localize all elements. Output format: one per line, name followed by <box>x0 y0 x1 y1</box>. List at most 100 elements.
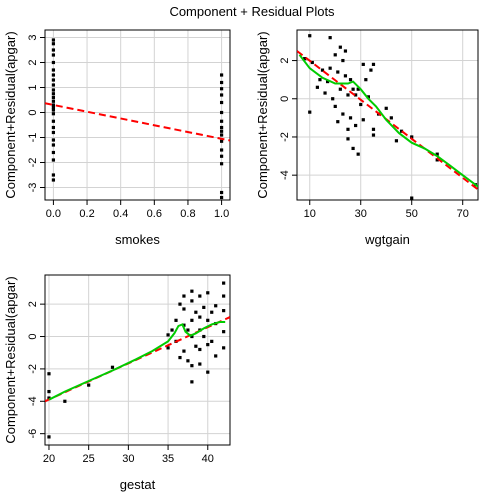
data-point <box>51 42 56 46</box>
data-point <box>51 73 56 77</box>
data-point <box>333 104 337 109</box>
x-tick-label: 50 <box>406 208 418 220</box>
x-tick-label: 25 <box>83 453 95 465</box>
data-point <box>399 129 404 133</box>
data-point <box>219 129 224 133</box>
data-point <box>51 178 56 182</box>
data-point <box>222 294 226 298</box>
data-point <box>336 70 340 74</box>
data-point <box>366 95 370 99</box>
data-point <box>308 34 312 38</box>
data-point <box>331 97 335 101</box>
data-point <box>51 60 56 65</box>
data-point <box>361 118 365 122</box>
x-tick-label: 35 <box>162 453 174 465</box>
data-point <box>170 328 174 332</box>
data-point <box>341 112 345 116</box>
data-point <box>202 305 206 309</box>
plot-data <box>45 38 230 200</box>
x-tick-label: 1.0 <box>214 208 229 220</box>
data-point <box>351 146 355 151</box>
data-point <box>202 334 206 339</box>
data-point <box>219 195 224 200</box>
data-point <box>190 334 194 339</box>
data-point <box>371 127 376 131</box>
plot-data <box>45 281 230 439</box>
data-point <box>219 110 224 115</box>
data-point <box>210 310 214 314</box>
panel-1: 0.0 0.2 0.4 0.6 0.8 1.0 -3 -2 -1 0 1 2 3 smokes Compon… <box>3 29 231 247</box>
y-tick-label: 0 <box>27 333 39 339</box>
data-point <box>219 154 224 158</box>
data-point <box>346 127 350 131</box>
data-point <box>384 106 388 110</box>
data-point <box>51 173 56 177</box>
data-point <box>369 68 373 72</box>
data-point <box>87 383 91 387</box>
data-point <box>323 91 327 95</box>
panel-3: 20 25 30 35 40 -6 -4 -2 0 2 gestat Component+Residu… <box>3 274 231 492</box>
data-point <box>219 119 224 123</box>
data-point <box>51 112 56 116</box>
data-point <box>206 343 210 347</box>
data-point <box>222 309 226 313</box>
data-point <box>182 294 186 298</box>
y-tick-label: -4 <box>27 396 39 406</box>
data-point <box>310 60 314 65</box>
data-point <box>47 372 51 376</box>
x-tick-label: 0.0 <box>46 208 61 220</box>
data-point <box>190 299 194 303</box>
data-point <box>222 330 226 334</box>
plot-frame <box>44 29 231 201</box>
data-point <box>182 349 186 353</box>
data-point <box>410 196 414 200</box>
data-point <box>303 57 307 61</box>
data-point <box>51 92 56 96</box>
data-point <box>219 125 224 130</box>
smooth-fit-line <box>48 321 226 401</box>
y-tick-label: 2 <box>27 59 39 65</box>
y-tick-label: -4 <box>279 170 291 180</box>
data-point <box>190 380 194 384</box>
y-axis-label: Component+Residual(apgar) <box>3 276 18 443</box>
data-point <box>318 78 322 82</box>
data-point <box>348 78 353 82</box>
data-point <box>354 123 358 128</box>
data-point <box>51 103 56 107</box>
data-point <box>174 318 178 322</box>
data-point <box>219 139 224 143</box>
x-tick-label: 70 <box>457 208 469 220</box>
y-tick-label: 2 <box>27 301 39 307</box>
plot-data <box>297 34 478 200</box>
data-point <box>190 318 194 322</box>
data-point <box>219 190 224 195</box>
data-point <box>328 66 332 70</box>
x-tick-label: 40 <box>202 453 214 465</box>
data-point <box>435 158 439 162</box>
data-point <box>206 370 210 374</box>
data-point <box>51 88 56 92</box>
data-point <box>110 365 115 369</box>
data-point <box>51 125 56 130</box>
data-point <box>198 347 202 352</box>
x-tick-label: 0.2 <box>79 208 94 220</box>
x-axis-label: smokes <box>115 232 160 247</box>
data-point <box>361 62 365 66</box>
data-point <box>51 119 56 123</box>
data-point <box>219 148 224 152</box>
data-point <box>51 53 56 57</box>
data-point <box>51 130 56 135</box>
data-point <box>51 68 56 72</box>
data-point <box>47 389 51 394</box>
plot-frame <box>296 29 479 201</box>
data-point <box>435 152 439 156</box>
data-point <box>343 74 348 78</box>
data-point <box>198 315 202 319</box>
y-tick-label: -3 <box>27 183 39 193</box>
data-point <box>214 304 218 308</box>
data-point <box>354 93 358 97</box>
data-point <box>341 58 345 63</box>
figure-title: Component + Residual Plots <box>169 4 335 19</box>
